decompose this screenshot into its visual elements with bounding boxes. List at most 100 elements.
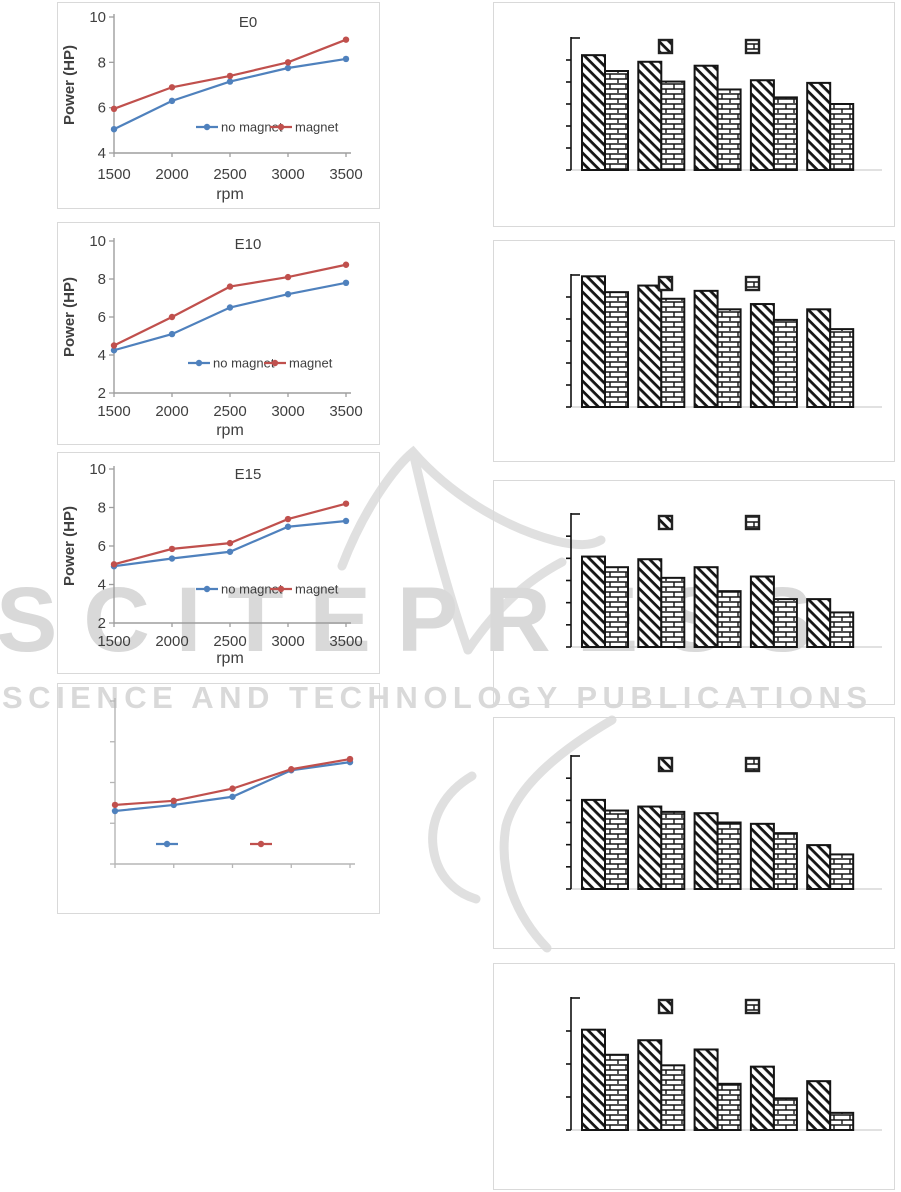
- chart-canvas: [566, 274, 882, 409]
- brick-bar-group-5: [829, 1111, 855, 1131]
- data-point: [284, 64, 292, 72]
- brick-bar-group-3: [716, 308, 742, 408]
- hatch-bar-group-3: [693, 1048, 719, 1131]
- data-point: [168, 545, 176, 553]
- data-point: [226, 548, 234, 555]
- data-point: [342, 279, 350, 286]
- hatch-bar-group-1: [581, 555, 606, 648]
- data-point: [226, 283, 234, 290]
- hatch-bar-group-4: [749, 1065, 775, 1131]
- legend-dot-marker: [277, 585, 285, 593]
- brick-legend-swatch-icon: [744, 275, 761, 292]
- legend-label: magnet: [295, 120, 339, 135]
- chart-canvas: [566, 755, 882, 890]
- hatch-bar-group-5: [806, 308, 832, 408]
- hatch-legend-swatch-icon: [657, 38, 674, 55]
- y-axis-title: Power (HP): [61, 506, 78, 586]
- brick-bar-group-3: [716, 590, 742, 648]
- brick-bar-group-1: [604, 291, 629, 408]
- brick-bar-group-4: [772, 832, 798, 890]
- hatch-bar-group-2: [637, 1039, 663, 1131]
- legend-dot-marker: [257, 840, 265, 848]
- bar-chart-2: [493, 240, 895, 462]
- brick-bar-group-2: [660, 1064, 686, 1131]
- legend-label: magnet: [289, 356, 333, 371]
- line-chart-E0: 4 6 8 10 1500 2000 2500 3000 3500 E0 Power (HP) rpm…: [57, 2, 380, 209]
- data-point: [229, 793, 236, 800]
- data-point: [288, 766, 295, 773]
- data-point: [284, 59, 292, 66]
- x-tick-label: 1500: [97, 403, 130, 420]
- brick-bar-group-5: [829, 853, 855, 890]
- legend-dot-marker: [277, 123, 285, 131]
- bar-chart-4: [493, 717, 895, 949]
- data-point: [168, 84, 176, 91]
- y-tick-label: 4: [98, 347, 106, 364]
- x-tick-label: 1500: [97, 633, 130, 650]
- line-chart-E15: 2 4 6 8 10 1500 2000 2500 3000 3500 E15 Power (HP) r…: [57, 452, 380, 674]
- hatch-bar-group-3: [693, 64, 719, 171]
- bar-chart-5: [493, 963, 895, 1190]
- brick-bar-group-4: [772, 598, 798, 649]
- data-point: [168, 97, 176, 105]
- legend-dot-marker: [163, 840, 171, 848]
- data-point: [170, 797, 177, 805]
- bar-chart-3: [493, 480, 895, 705]
- brick-bar-group-4: [772, 1097, 798, 1132]
- data-point: [284, 273, 292, 281]
- data-point: [226, 78, 234, 85]
- y-tick-label: 4: [98, 577, 106, 594]
- data-point: [168, 313, 176, 321]
- hatch-bar-group-1: [581, 275, 606, 408]
- bar-chart-1: [493, 2, 895, 227]
- y-tick-label: 6: [98, 100, 106, 117]
- chart-canvas: [566, 513, 882, 649]
- hatch-bar-group-4: [749, 822, 775, 890]
- chart-title: E0: [239, 14, 257, 31]
- legend-label: no magnet: [221, 120, 283, 135]
- data-point: [346, 755, 354, 763]
- y-tick-label: 10: [89, 461, 106, 478]
- hatch-bar-group-3: [693, 566, 719, 648]
- data-point: [110, 126, 118, 133]
- swoosh-arc-lower-left: [428, 771, 481, 904]
- brick-bar-group-3: [716, 821, 742, 890]
- brick-bar-group-2: [660, 576, 686, 648]
- x-tick-label: 3000: [271, 403, 304, 420]
- y-tick-label: 8: [98, 271, 106, 288]
- line-chart-E10: 2 4 6 8 10 1500 2000 2500 3000 3500 E10 Power (HP) r…: [57, 222, 380, 445]
- data-point: [226, 539, 234, 547]
- data-point: [342, 500, 350, 507]
- x-axis-title: rpm: [216, 422, 244, 439]
- data-point: [111, 807, 119, 815]
- hatch-bar-group-5: [806, 844, 832, 890]
- hatch-bar-group-1: [581, 54, 606, 171]
- y-axis-title: Power (HP): [61, 45, 78, 125]
- legend-label: magnet: [295, 582, 339, 597]
- data-point: [284, 523, 292, 530]
- x-tick-label: 2000: [155, 403, 188, 420]
- hatch-bar-group-1: [581, 1028, 606, 1131]
- brick-bar-group-5: [829, 611, 855, 648]
- legend-dot-marker: [271, 359, 279, 367]
- y-tick-label: 6: [98, 309, 106, 326]
- chart-canvas: [566, 997, 882, 1132]
- series-line-no magnet: [113, 281, 347, 352]
- hatch-bar-group-2: [637, 558, 663, 648]
- hatch-legend-swatch-icon: [657, 514, 674, 531]
- brick-legend-swatch-icon: [744, 38, 761, 55]
- series-line-magnet: [113, 502, 347, 566]
- data-point: [110, 561, 118, 568]
- hatch-bar-group-4: [749, 303, 775, 408]
- brick-legend-swatch-icon: [744, 998, 761, 1015]
- chart-canvas: 4 6 8 10 1500 2000 2500 3000 3500 E0 Power (HP) rpm…: [61, 9, 363, 203]
- data-point: [342, 36, 350, 43]
- x-tick-label: 3500: [329, 403, 362, 420]
- x-tick-label: 3500: [329, 633, 362, 650]
- data-point: [342, 517, 350, 525]
- y-tick-label: 10: [89, 233, 106, 250]
- brick-bar-group-2: [660, 297, 686, 408]
- hatch-bar-group-4: [749, 79, 775, 171]
- legend-label: no magnet: [213, 356, 275, 371]
